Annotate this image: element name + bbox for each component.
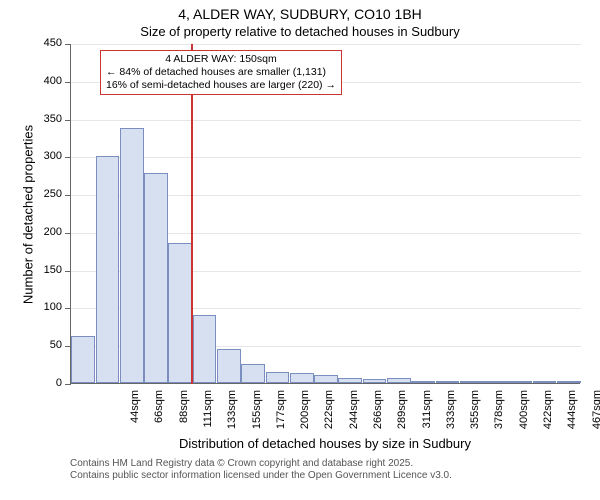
x-tick-label: 311sqm (421, 390, 433, 440)
histogram-bar (290, 373, 314, 383)
x-tick-label: 177sqm (275, 390, 287, 440)
y-axis-title: Number of detached properties (21, 45, 36, 385)
histogram-bar (508, 381, 532, 383)
histogram-bar (71, 336, 95, 383)
x-tick-label: 400sqm (518, 390, 530, 440)
x-tick-label: 200sqm (299, 390, 311, 440)
annotation-box: 4 ALDER WAY: 150sqm← 84% of detached hou… (100, 50, 342, 95)
y-tick-label: 0 (22, 377, 62, 389)
y-tick (65, 120, 71, 121)
x-tick-label: 333sqm (445, 390, 457, 440)
histogram-bar (120, 128, 144, 383)
histogram-bar (144, 173, 168, 383)
x-tick-label: 222sqm (323, 390, 335, 440)
x-tick-label: 266sqm (372, 390, 384, 440)
x-tick-label: 355sqm (469, 390, 481, 440)
x-tick-label: 378sqm (493, 390, 505, 440)
y-tick-label: 250 (22, 188, 62, 200)
x-tick-label: 155sqm (251, 390, 263, 440)
y-tick (65, 195, 71, 196)
x-tick-label: 111sqm (202, 390, 214, 440)
y-tick (65, 44, 71, 45)
histogram-bar (96, 156, 120, 383)
footer-line-2: Contains public sector information licen… (70, 470, 452, 482)
gridline (71, 157, 581, 158)
histogram-bar (436, 381, 460, 383)
chart-subtitle: Size of property relative to detached ho… (0, 24, 600, 39)
histogram-bar (338, 378, 362, 383)
y-tick (65, 271, 71, 272)
x-tick-label: 422sqm (542, 390, 554, 440)
annotation-line-3: 16% of semi-detached houses are larger (… (106, 79, 336, 92)
y-tick (65, 82, 71, 83)
y-tick-label: 100 (22, 301, 62, 313)
x-tick-label: 44sqm (129, 390, 141, 440)
histogram-bar (168, 243, 192, 383)
histogram-bar (241, 364, 265, 383)
y-tick (65, 346, 71, 347)
histogram-bar (484, 381, 508, 383)
y-tick-label: 400 (22, 75, 62, 87)
x-tick-label: 88sqm (178, 390, 190, 440)
x-tick-label: 244sqm (348, 390, 360, 440)
histogram-bar (411, 381, 435, 383)
histogram-bar (266, 372, 290, 383)
annotation-line-2: ← 84% of detached houses are smaller (1,… (106, 66, 336, 79)
histogram-bar (217, 349, 241, 383)
chart-title: 4, ALDER WAY, SUDBURY, CO10 1BH (0, 6, 600, 22)
histogram-bar (193, 315, 217, 383)
histogram-bar (533, 381, 557, 383)
gridline (71, 120, 581, 121)
x-tick-label: 444sqm (566, 390, 578, 440)
y-tick-label: 150 (22, 264, 62, 276)
y-tick (65, 308, 71, 309)
y-tick-label: 200 (22, 226, 62, 238)
histogram-bar (460, 381, 484, 383)
y-tick (65, 157, 71, 158)
y-tick-label: 450 (22, 37, 62, 49)
x-tick-label: 133sqm (226, 390, 238, 440)
y-tick (65, 233, 71, 234)
annotation-line-1: 4 ALDER WAY: 150sqm (106, 53, 336, 66)
histogram-bar (387, 378, 411, 383)
chart-container: 4, ALDER WAY, SUDBURY, CO10 1BH Size of … (0, 0, 600, 500)
y-axis-title-wrap: Number of detached properties (18, 44, 32, 384)
x-tick-label: 289sqm (396, 390, 408, 440)
y-tick-label: 350 (22, 113, 62, 125)
histogram-bar (557, 381, 581, 383)
y-tick-label: 50 (22, 339, 62, 351)
x-tick-label: 467sqm (591, 390, 600, 440)
footer-text: Contains HM Land Registry data © Crown c… (70, 458, 452, 482)
histogram-bar (314, 375, 338, 383)
footer-line-1: Contains HM Land Registry data © Crown c… (70, 458, 452, 470)
gridline (71, 44, 581, 45)
histogram-bar (363, 379, 387, 383)
y-tick-label: 300 (22, 150, 62, 162)
x-tick-label: 66sqm (153, 390, 165, 440)
y-tick (65, 384, 71, 385)
